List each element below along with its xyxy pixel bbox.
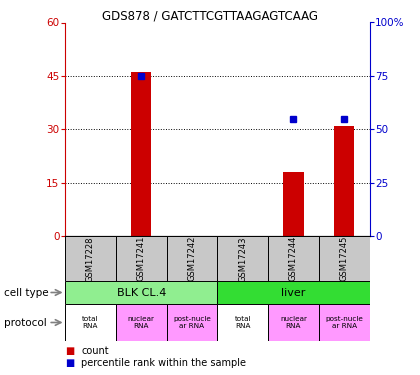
Text: post-nucle
ar RNA: post-nucle ar RNA	[173, 316, 211, 329]
Text: percentile rank within the sample: percentile rank within the sample	[81, 358, 246, 368]
Text: nuclear
RNA: nuclear RNA	[280, 316, 307, 329]
Text: GSM17242: GSM17242	[187, 236, 197, 281]
Text: GSM17245: GSM17245	[340, 236, 349, 281]
Text: post-nucle
ar RNA: post-nucle ar RNA	[325, 316, 363, 329]
Bar	[218, 236, 268, 281]
Bar	[319, 304, 370, 341]
Bar	[319, 236, 370, 281]
Bar	[218, 281, 370, 304]
Text: GDS878 / GATCTTCGTTAAGAGTCAAG: GDS878 / GATCTTCGTTAAGAGTCAAG	[102, 9, 318, 22]
Text: nuclear
RNA: nuclear RNA	[128, 316, 155, 329]
Text: liver: liver	[281, 288, 306, 297]
Text: protocol: protocol	[4, 318, 47, 327]
Text: total
RNA: total RNA	[82, 316, 99, 329]
Bar	[65, 281, 218, 304]
Bar	[284, 172, 304, 236]
Bar	[334, 126, 354, 236]
Bar	[65, 236, 116, 281]
Bar	[116, 236, 167, 281]
Text: GSM17241: GSM17241	[137, 236, 146, 281]
Bar	[131, 72, 151, 236]
Bar	[116, 304, 167, 341]
Text: count: count	[81, 346, 109, 355]
Bar	[268, 236, 319, 281]
Bar	[167, 236, 218, 281]
Text: GSM17243: GSM17243	[238, 236, 247, 282]
Bar	[268, 304, 319, 341]
Text: GSM17228: GSM17228	[86, 236, 95, 282]
Bar	[218, 304, 268, 341]
Text: ■: ■	[65, 346, 74, 355]
Text: ■: ■	[65, 358, 74, 368]
Text: cell type: cell type	[4, 288, 49, 297]
Text: total
RNA: total RNA	[234, 316, 251, 329]
Text: BLK CL.4: BLK CL.4	[116, 288, 166, 297]
Bar	[65, 304, 116, 341]
Text: GSM17244: GSM17244	[289, 236, 298, 281]
Bar	[167, 304, 218, 341]
